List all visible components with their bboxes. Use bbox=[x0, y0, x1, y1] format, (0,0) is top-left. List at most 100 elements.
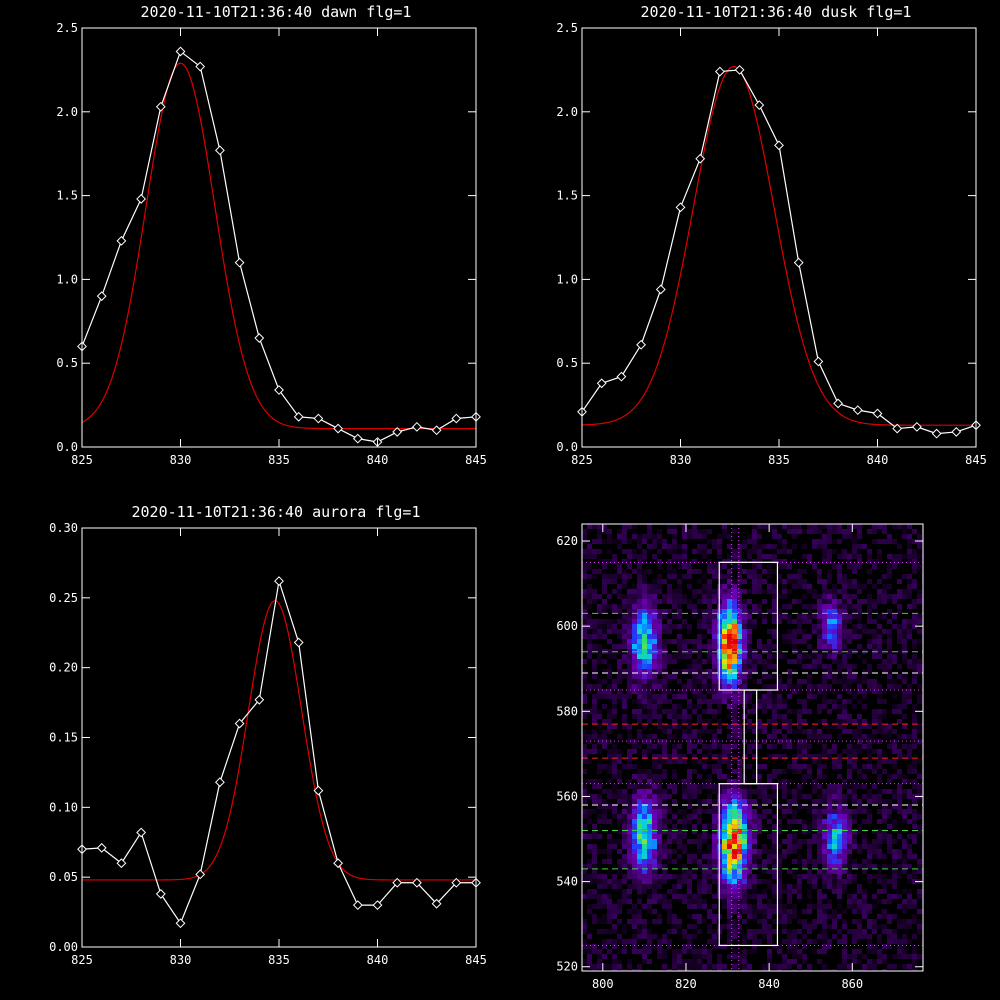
heatmap-cell bbox=[662, 754, 667, 759]
heatmap-cell bbox=[607, 594, 612, 599]
heatmap-cell bbox=[767, 954, 772, 959]
heatmap-cell bbox=[837, 839, 842, 844]
heatmap-cell bbox=[682, 684, 687, 689]
heatmap-cell bbox=[792, 874, 797, 879]
heatmap-cell bbox=[827, 654, 832, 659]
heatmap-cell bbox=[777, 869, 782, 874]
heatmap-cell bbox=[642, 864, 647, 869]
heatmap-cell bbox=[792, 789, 797, 794]
heatmap-cell bbox=[902, 629, 907, 634]
dusk-data-point bbox=[774, 140, 784, 151]
heatmap-cell bbox=[782, 924, 787, 929]
heatmap-cell bbox=[752, 769, 757, 774]
heatmap-cell bbox=[722, 674, 727, 679]
heatmap-cell bbox=[652, 644, 657, 649]
heatmap-cell bbox=[732, 964, 737, 969]
heatmap-cell bbox=[907, 694, 912, 699]
heatmap-cell bbox=[687, 869, 692, 874]
heatmap-cell bbox=[682, 549, 687, 554]
heatmap-cell bbox=[842, 869, 847, 874]
heatmap-cell bbox=[662, 749, 667, 754]
heatmap-cell bbox=[637, 534, 642, 539]
heatmap-cell bbox=[642, 714, 647, 719]
heatmap-cell bbox=[752, 829, 757, 834]
dawn-data-point bbox=[96, 291, 107, 302]
heatmap-cell bbox=[702, 779, 707, 784]
heatmap-cell bbox=[617, 964, 622, 969]
heatmap-cell bbox=[597, 784, 602, 789]
heatmap-cell bbox=[867, 744, 872, 749]
heatmap-cell bbox=[732, 949, 737, 954]
heatmap-cell bbox=[622, 924, 627, 929]
heatmap-cell bbox=[852, 859, 857, 864]
heatmap-cell bbox=[617, 859, 622, 864]
heatmap-cell bbox=[757, 549, 762, 554]
heatmap-cell bbox=[712, 864, 717, 869]
heatmap-cell bbox=[822, 694, 827, 699]
heatmap-cell bbox=[837, 884, 842, 889]
heatmap-cell bbox=[597, 764, 602, 769]
heatmap-cell bbox=[907, 634, 912, 639]
heatmap-cell bbox=[802, 764, 807, 769]
heatmap-cell bbox=[642, 594, 647, 599]
heatmap-cell bbox=[832, 624, 837, 629]
heatmap-cell bbox=[852, 664, 857, 669]
heatmap-cell bbox=[827, 634, 832, 639]
heatmap-cell bbox=[707, 959, 712, 964]
heatmap-cell bbox=[907, 779, 912, 784]
heatmap-cell bbox=[682, 554, 687, 559]
heatmap-cell bbox=[642, 844, 647, 849]
heatmap-cell bbox=[797, 619, 802, 624]
heatmap-cell bbox=[787, 884, 792, 889]
heatmap-cell bbox=[832, 869, 837, 874]
heatmap-cell bbox=[732, 839, 737, 844]
heatmap-cell bbox=[607, 629, 612, 634]
heatmap-cell bbox=[712, 634, 717, 639]
heatmap-cell bbox=[582, 759, 587, 764]
heatmap-cell bbox=[712, 544, 717, 549]
heatmap-cell bbox=[757, 784, 762, 789]
heatmap-cell bbox=[612, 754, 617, 759]
heatmap-cell bbox=[732, 769, 737, 774]
heatmap-cell bbox=[722, 659, 727, 664]
heatmap-cell bbox=[692, 684, 697, 689]
heatmap-cell bbox=[722, 599, 727, 604]
aurora-data-point bbox=[214, 777, 225, 788]
heatmap-cell bbox=[697, 849, 702, 854]
heatmap-cell bbox=[842, 874, 847, 879]
heatmap-cell bbox=[717, 759, 722, 764]
heatmap-cell bbox=[637, 769, 642, 774]
heatmap-cell bbox=[582, 834, 587, 839]
heatmap-cell bbox=[737, 829, 742, 834]
dawn-x-tick-label: 830 bbox=[170, 453, 192, 467]
heatmap-cell bbox=[612, 939, 617, 944]
heatmap-cell bbox=[687, 574, 692, 579]
heatmap-cell bbox=[782, 854, 787, 859]
heatmap-cell bbox=[762, 809, 767, 814]
heatmap-cell bbox=[737, 839, 742, 844]
heatmap-cell bbox=[897, 769, 902, 774]
heatmap-cell bbox=[607, 694, 612, 699]
heatmap-cell bbox=[672, 574, 677, 579]
heatmap-cell bbox=[732, 874, 737, 879]
heatmap-cell bbox=[777, 804, 782, 809]
heatmap-cell bbox=[752, 654, 757, 659]
heatmap-cell bbox=[792, 534, 797, 539]
heatmap-cell bbox=[902, 689, 907, 694]
heatmap-cell bbox=[747, 744, 752, 749]
heatmap-cell bbox=[837, 799, 842, 804]
heatmap-cell bbox=[847, 524, 852, 529]
heatmap-cell bbox=[737, 929, 742, 934]
heatmap-cell bbox=[742, 544, 747, 549]
heatmap-cell bbox=[597, 904, 602, 909]
heatmap-cell bbox=[657, 559, 662, 564]
heatmap-cell bbox=[747, 854, 752, 859]
dawn-data-point bbox=[175, 46, 186, 57]
heatmap-cell bbox=[737, 544, 742, 549]
heatmap-cell bbox=[907, 574, 912, 579]
heatmap-cell bbox=[827, 834, 832, 839]
heatmap-cell bbox=[777, 579, 782, 584]
heatmap-cell bbox=[837, 834, 842, 839]
heatmap-cell bbox=[837, 609, 842, 614]
heatmap-cell bbox=[732, 624, 737, 629]
